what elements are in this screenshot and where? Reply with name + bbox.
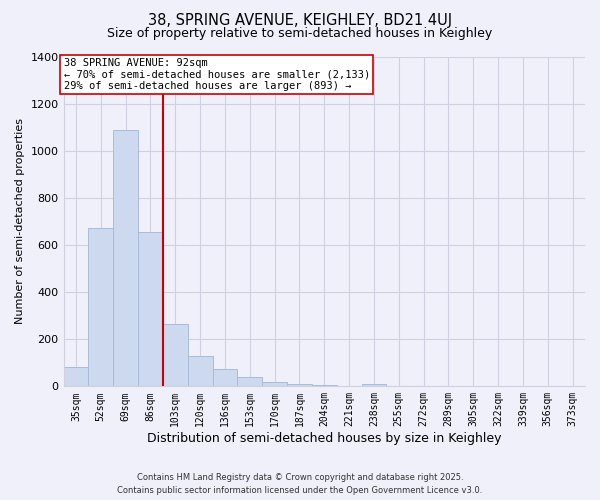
Bar [64,368,88,386]
Text: 38, SPRING AVENUE, KEIGHLEY, BD21 4UJ: 38, SPRING AVENUE, KEIGHLEY, BD21 4UJ [148,12,452,28]
Bar [238,377,262,386]
Bar [287,384,312,386]
Bar [163,324,188,386]
Bar [262,382,287,386]
Bar [113,130,138,386]
Bar [88,228,113,386]
Y-axis label: Number of semi-detached properties: Number of semi-detached properties [15,118,25,324]
Text: Contains HM Land Registry data © Crown copyright and database right 2025.
Contai: Contains HM Land Registry data © Crown c… [118,473,482,495]
Bar [362,384,386,386]
Text: 38 SPRING AVENUE: 92sqm
← 70% of semi-detached houses are smaller (2,133)
29% of: 38 SPRING AVENUE: 92sqm ← 70% of semi-de… [64,58,370,91]
X-axis label: Distribution of semi-detached houses by size in Keighley: Distribution of semi-detached houses by … [147,432,502,445]
Bar [188,356,212,386]
Bar [212,368,238,386]
Bar [312,385,337,386]
Bar [138,232,163,386]
Text: Size of property relative to semi-detached houses in Keighley: Size of property relative to semi-detach… [107,28,493,40]
